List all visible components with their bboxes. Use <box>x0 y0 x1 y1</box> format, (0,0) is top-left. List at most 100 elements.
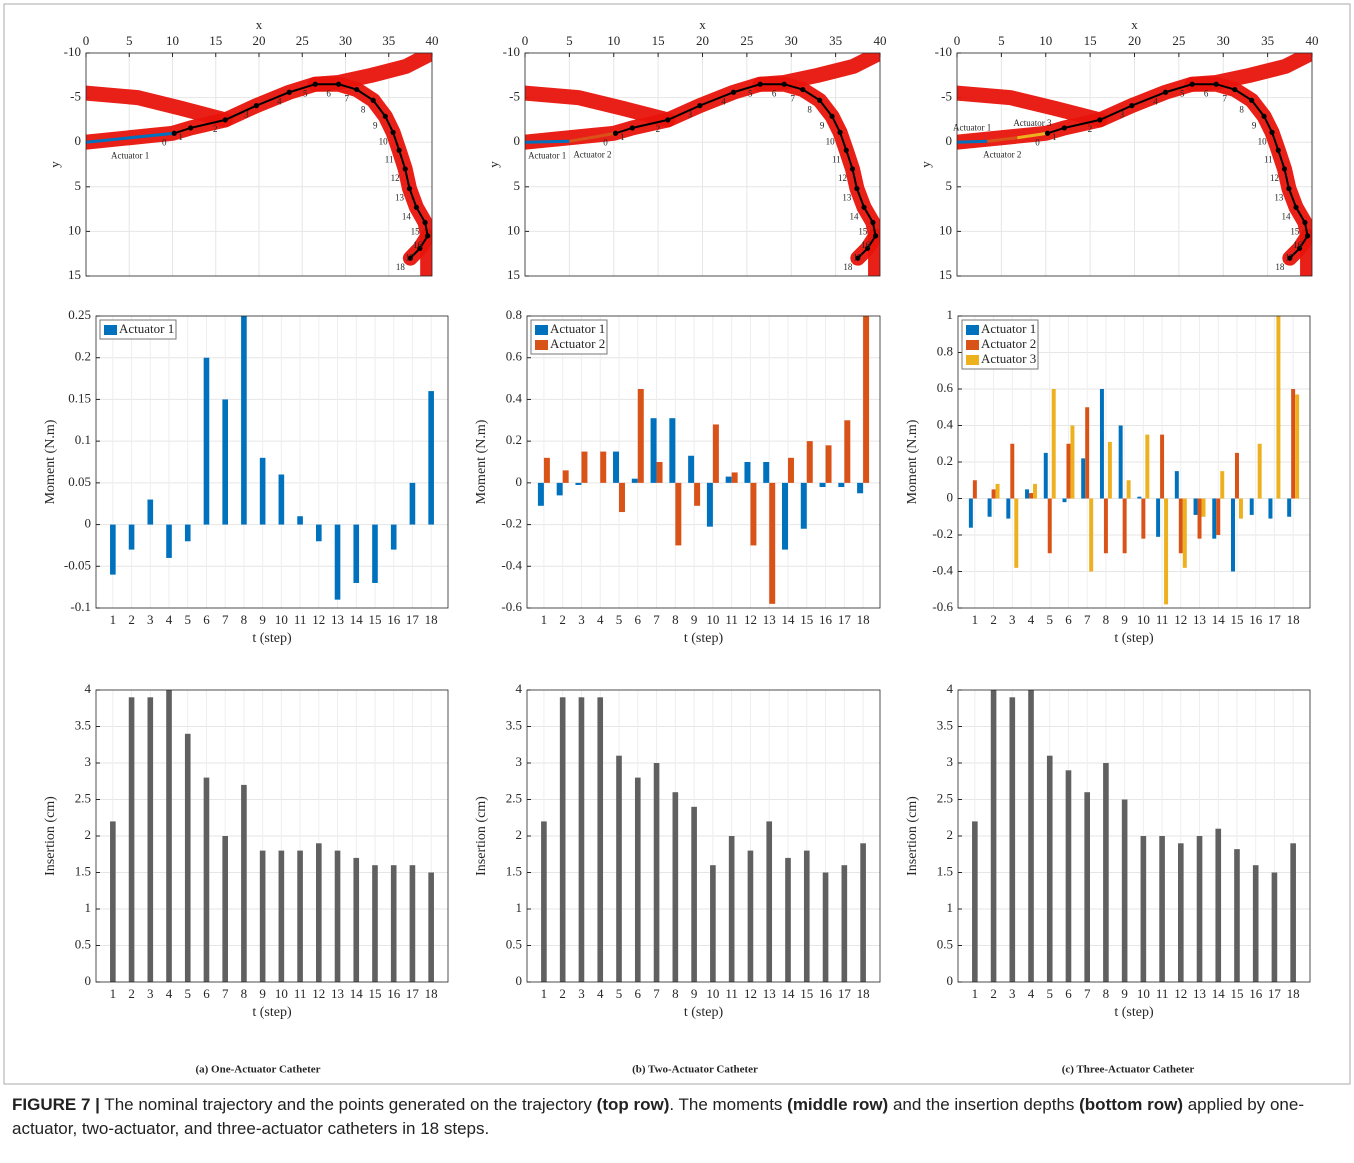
subplot: -0.6-0.4-0.200.20.40.60.8112345678910111… <box>905 307 1310 646</box>
actuator-label: Actuator 2 <box>983 149 1021 159</box>
bar <box>1272 873 1278 983</box>
legend-label: Actuator 2 <box>550 336 605 351</box>
x-tick-label: 6 <box>1065 986 1072 1001</box>
x-tick-label: 16 <box>819 986 833 1001</box>
point-label: 13 <box>1274 193 1284 203</box>
bar <box>575 483 581 485</box>
x-axis-label: x <box>1131 17 1138 32</box>
x-tick-label: 7 <box>222 986 229 1001</box>
x-tick-label: 14 <box>350 986 364 1001</box>
trajectory-point <box>1163 90 1168 95</box>
x-tick-label: 10 <box>166 33 179 48</box>
bar <box>166 690 172 982</box>
panel-label: (c) Three-Actuator Catheter <box>1062 1064 1195 1076</box>
trajectory-point <box>861 205 866 210</box>
x-tick-label: 5 <box>566 33 573 48</box>
point-label: 17 <box>853 252 863 262</box>
x-tick-label: 18 <box>857 986 870 1001</box>
x-tick-label: 7 <box>222 612 229 627</box>
x-tick-label: 15 <box>368 986 381 1001</box>
x-tick-label: 13 <box>1193 612 1206 627</box>
y-tick-label: 15 <box>68 267 81 282</box>
y-tick-label: 10 <box>68 222 81 237</box>
bar <box>1014 499 1018 568</box>
legend-swatch <box>104 325 117 335</box>
bar <box>1216 499 1220 536</box>
x-tick-label: 15 <box>800 986 813 1001</box>
x-tick-label: 14 <box>1212 986 1226 1001</box>
bar <box>260 851 266 982</box>
bar <box>1183 499 1187 568</box>
x-tick-label: 13 <box>331 612 344 627</box>
bar <box>129 525 135 550</box>
bar <box>1141 836 1147 982</box>
point-label: 14 <box>1282 211 1292 221</box>
x-tick-label: 1 <box>541 612 548 627</box>
legend-swatch <box>966 355 979 365</box>
bar <box>1103 763 1109 982</box>
x-tick-label: 4 <box>1028 612 1035 627</box>
x-tick-label: 10 <box>275 986 288 1001</box>
caption-run: (top row) <box>597 1095 670 1114</box>
x-tick-label: 8 <box>1103 986 1110 1001</box>
bar <box>826 445 832 483</box>
x-axis-label: x <box>256 17 263 32</box>
bar <box>1009 697 1015 982</box>
x-tick-label: 12 <box>1174 612 1187 627</box>
point-label: 5 <box>748 88 753 98</box>
point-label: 7 <box>1223 94 1228 104</box>
bar <box>1291 389 1295 499</box>
bar <box>222 836 228 982</box>
y-tick-label: 1 <box>85 900 92 915</box>
y-tick-label: 0.2 <box>937 453 953 468</box>
legend-swatch <box>966 325 979 335</box>
x-tick-label: 30 <box>1217 33 1230 48</box>
bar <box>166 525 172 558</box>
bar <box>969 499 973 528</box>
point-label: 17 <box>405 252 415 262</box>
bar <box>1137 497 1141 499</box>
trajectory-point <box>829 114 834 119</box>
actuator-line <box>957 141 987 142</box>
point-label: 15 <box>858 227 868 237</box>
x-tick-label: 5 <box>616 986 623 1001</box>
actuator-label: Actuator 3 <box>1013 118 1052 128</box>
y-tick-label: -5 <box>509 89 520 104</box>
y-tick-label: 10 <box>507 222 520 237</box>
x-tick-label: 6 <box>635 986 642 1001</box>
trajectory-point <box>665 117 670 122</box>
x-tick-label: 15 <box>209 33 222 48</box>
trajectory-point <box>697 103 702 108</box>
y-tick-label: -0.2 <box>932 526 953 541</box>
bar <box>651 418 657 483</box>
x-tick-label: 17 <box>838 986 852 1001</box>
x-tick-label: 10 <box>706 986 719 1001</box>
bar <box>1235 453 1239 499</box>
bar <box>316 843 322 982</box>
point-label: 13 <box>395 193 405 203</box>
bar <box>769 483 775 604</box>
trajectory-point <box>850 166 855 171</box>
bar <box>560 697 566 982</box>
x-tick-label: 35 <box>382 33 395 48</box>
bar <box>1123 499 1127 554</box>
point-label: 14 <box>850 211 860 221</box>
bar <box>185 525 191 542</box>
point-label: 11 <box>1264 154 1273 164</box>
point-label: 16 <box>413 240 423 250</box>
point-label: 1 <box>178 132 183 142</box>
bar <box>782 483 788 550</box>
y-axis-label: Moment (N.m) <box>905 419 920 504</box>
x-tick-label: 16 <box>387 986 401 1001</box>
bar <box>260 458 266 525</box>
x-tick-label: 13 <box>763 612 776 627</box>
point-label: 9 <box>820 120 825 130</box>
x-tick-label: 3 <box>147 612 154 627</box>
trajectory-point <box>613 131 618 136</box>
point-label: 15 <box>411 227 421 237</box>
bar <box>616 756 622 982</box>
bar <box>1198 499 1202 539</box>
bar <box>1160 435 1164 499</box>
point-label: 1 <box>1052 132 1057 142</box>
y-tick-label: 1.5 <box>75 863 91 878</box>
